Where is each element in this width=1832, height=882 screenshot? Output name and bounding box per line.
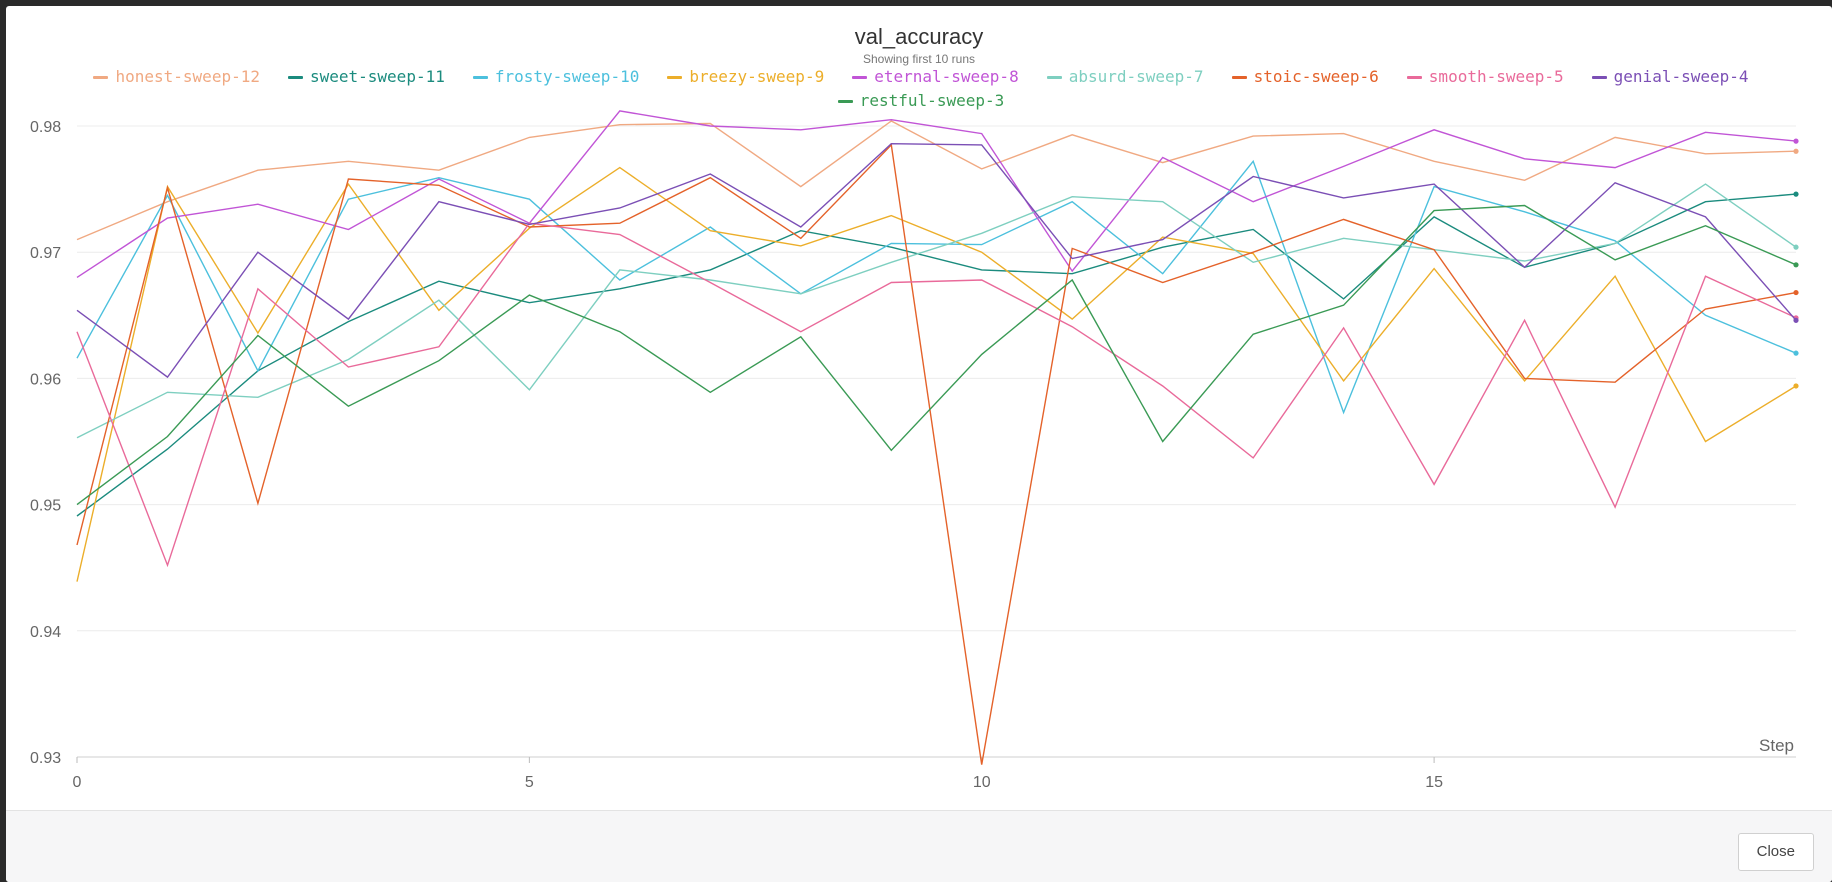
series-line-absurd-sweep-7[interactable]	[76, 183, 1797, 439]
series-end-point	[1793, 138, 1799, 144]
modal-footer: Close	[6, 810, 1832, 882]
series-line-smooth-sweep-5[interactable]	[76, 222, 1797, 568]
x-axis-label: Step	[1759, 736, 1794, 755]
chart-title: val_accuracy	[854, 24, 984, 49]
series-line-frosty-sweep-10[interactable]	[76, 159, 1797, 415]
series-end-point	[1793, 148, 1799, 154]
legend-label: sweet-sweep-11	[309, 67, 445, 86]
legend-label: honest-sweep-12	[115, 67, 260, 86]
series-line-genial-sweep-4[interactable]	[76, 142, 1797, 379]
chart-legend: honest-sweep-12 sweet-sweep-11 frosty-swee…	[66, 68, 1776, 110]
axis-labels: Step	[1759, 736, 1794, 755]
legend-swatch	[287, 75, 303, 79]
legend-swatch	[93, 75, 109, 79]
legend-item-eternal-sweep-8[interactable]: eternal-sweep-8	[852, 68, 1019, 86]
y-tick-label: 0.95	[30, 498, 61, 515]
legend-swatch	[837, 99, 853, 103]
legend-item-absurd-sweep-7[interactable]: absurd-sweep-7	[1046, 67, 1204, 86]
close-button[interactable]: Close	[1737, 833, 1814, 871]
series-end-point	[1793, 244, 1799, 250]
legend-swatch	[1046, 75, 1062, 79]
series-end-point	[1793, 383, 1799, 389]
series-line-honest-sweep-12[interactable]	[76, 120, 1797, 241]
x-tick-label: 5	[525, 774, 534, 791]
legend-item-frosty-sweep-10[interactable]: frosty-sweep-10	[472, 67, 640, 86]
series-line-restful-sweep-3[interactable]	[76, 204, 1797, 506]
legend-label: frosty-sweep-10	[494, 67, 640, 86]
legend-item-restful-sweep-3[interactable]: restful-sweep-3	[837, 91, 1005, 110]
legend-label: stoic-sweep-6	[1253, 67, 1379, 86]
legend-label: restful-sweep-3	[859, 91, 1005, 110]
y-tick-label: 0.94	[30, 624, 61, 641]
series-lines	[76, 110, 1799, 765]
legend-item-stoic-sweep-6[interactable]: stoic-sweep-6	[1231, 67, 1379, 86]
y-tick-label: 0.93	[30, 750, 61, 767]
legend-label: breezy-sweep-9	[689, 67, 825, 86]
legend-item-honest-sweep-12[interactable]: honest-sweep-12	[93, 68, 260, 86]
legend-swatch	[1231, 75, 1247, 79]
legend-swatch	[1406, 75, 1422, 79]
chart-subtitle: Showing first 10 runs	[862, 52, 976, 66]
x-tick-label: 0	[73, 774, 82, 791]
legend-swatch	[667, 75, 683, 79]
series-end-point	[1793, 262, 1799, 268]
legend-label: smooth-sweep-5	[1428, 67, 1564, 86]
series-end-point	[1793, 191, 1799, 197]
legend-item-smooth-sweep-5[interactable]: smooth-sweep-5	[1406, 67, 1564, 86]
series-end-point	[1793, 350, 1799, 356]
grid-lines	[77, 125, 1796, 758]
series-end-point	[1793, 289, 1799, 296]
legend-label: eternal-sweep-8	[874, 67, 1019, 86]
legend-label: absurd-sweep-7	[1068, 67, 1204, 86]
line-chart: 0.93 0.94 0.95 0.96 0.97 0.98 0 5 10 15 Step	[30, 110, 1799, 791]
legend-item-sweet-sweep-11[interactable]: sweet-sweep-11	[287, 67, 445, 86]
legend-swatch	[1591, 75, 1607, 79]
x-tick-label: 10	[973, 774, 991, 791]
series-end-point	[1793, 317, 1799, 323]
series-line-eternal-sweep-8[interactable]	[76, 110, 1797, 278]
x-tick-label: 15	[1425, 774, 1443, 791]
legend-item-genial-sweep-4[interactable]: genial-sweep-4	[1591, 67, 1749, 86]
series-line-stoic-sweep-6[interactable]	[76, 143, 1797, 765]
series-line-breezy-sweep-9[interactable]	[76, 166, 1797, 582]
y-tick-label: 0.98	[30, 119, 61, 136]
legend-swatch	[852, 75, 868, 79]
legend-item-breezy-sweep-9[interactable]: breezy-sweep-9	[667, 68, 824, 86]
chart-modal: 0.93 0.94 0.95 0.96 0.97 0.98 0 5 10 15 Step val_…	[6, 6, 1832, 882]
axis-ticks: 0.93 0.94 0.95 0.96 0.97 0.98 0 5 10 15	[30, 119, 1443, 791]
legend-swatch	[472, 75, 488, 79]
y-tick-label: 0.96	[30, 371, 61, 388]
legend-label: genial-sweep-4	[1613, 67, 1749, 86]
y-tick-label: 0.97	[30, 245, 61, 262]
